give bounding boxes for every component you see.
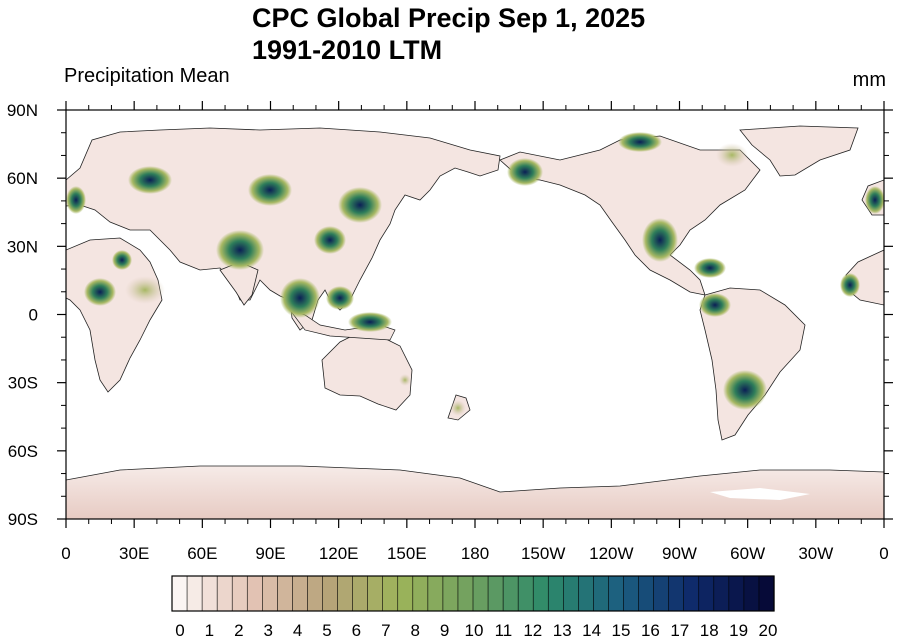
colorbar-swatch: [186, 575, 203, 612]
africa-landmass: [66, 237, 163, 393]
lat-label: 30S: [8, 374, 38, 393]
colorbar-swatch: [277, 575, 294, 612]
lon-label: 150W: [521, 544, 565, 563]
colorbar-label: 14: [582, 621, 601, 640]
colorbar-label: 1: [205, 621, 214, 640]
colorbar-swatch: [397, 575, 414, 612]
colorbar-label: 13: [553, 621, 572, 640]
colorbar-swatch: [487, 575, 504, 612]
colorbar-swatch: [623, 575, 640, 612]
colorbar-swatch: [442, 575, 459, 612]
colorbar-swatch: [382, 575, 399, 612]
lon-label: 120W: [589, 544, 633, 563]
lon-label: 0: [879, 544, 888, 563]
colorbar-swatch: [578, 575, 594, 612]
colorbar-label: 12: [523, 621, 542, 640]
lon-label: 60E: [187, 544, 217, 563]
lat-label: 0: [29, 306, 38, 325]
colorbar: 0 1 2 3 4 5 6 7 8 9 10 11 12 13 14 15 16 17 18 19 20: [171, 575, 778, 640]
lon-label: 0: [61, 544, 70, 563]
lat-label: 30N: [7, 237, 38, 256]
colorbar-swatch: [593, 575, 610, 612]
colorbar-swatch: [427, 575, 444, 612]
variable-label: Precipitation Mean: [64, 65, 230, 87]
lat-label: 60N: [7, 169, 38, 188]
colorbar-label: 8: [410, 621, 419, 640]
colorbar-label: 18: [700, 621, 719, 640]
colorbar-swatch: [683, 575, 700, 612]
lon-label: 30E: [119, 544, 149, 563]
lon-label: 150E: [387, 544, 427, 563]
colorbar-swatch: [322, 575, 339, 612]
colorbar-swatch: [562, 575, 579, 612]
colorbar-swatch: [292, 575, 309, 612]
colorbar-label: 6: [352, 621, 361, 640]
colorbar-label: 20: [759, 621, 778, 640]
land-masses: [66, 125, 884, 519]
lat-label: 60S: [8, 442, 38, 461]
colorbar-swatch: [337, 575, 354, 612]
colorbar-swatch: [261, 575, 278, 612]
colorbar-label: 11: [495, 621, 513, 640]
colorbar-label: 7: [381, 621, 390, 640]
colorbar-label: 16: [641, 621, 660, 640]
colorbar-label: 3: [263, 621, 272, 640]
colorbar-label: 0: [175, 621, 184, 640]
colorbar-swatch: [608, 575, 625, 612]
south-america-landmass: [699, 287, 806, 441]
colorbar-swatch: [698, 575, 715, 612]
colorbar-swatch: [216, 575, 233, 612]
colorbar-label: 15: [612, 621, 631, 640]
colorbar-label: 10: [465, 621, 484, 640]
colorbar-swatch: [457, 575, 474, 612]
colorbar-swatch: [472, 575, 489, 612]
colorbar-label: 17: [670, 621, 689, 640]
colorbar-swatch: [367, 575, 384, 612]
colorbar-swatch: [743, 575, 760, 612]
colorbar-label: 19: [729, 621, 748, 640]
colorbar-swatch: [412, 575, 429, 612]
colorbar-label: 4: [293, 621, 302, 640]
colorbar-swatch: [547, 575, 564, 612]
colorbar-swatch: [668, 575, 685, 612]
colorbar-swatch: [653, 575, 670, 612]
colorbar-swatch: [517, 575, 534, 612]
colorbar-label: 5: [322, 621, 331, 640]
lon-label: 120E: [319, 544, 359, 563]
lat-label: 90N: [7, 101, 38, 120]
precip-hotspots: [66, 132, 884, 416]
lon-label: 60W: [730, 544, 765, 563]
antarctica-landmass: [66, 465, 884, 519]
units-label: mm: [852, 69, 886, 91]
colorbar-swatch: [638, 575, 655, 612]
ross-ice-blank: [710, 488, 810, 500]
colorbar-swatch: [502, 575, 519, 612]
colorbar-swatch: [307, 575, 324, 612]
lon-label: 90E: [255, 544, 285, 563]
colorbar-swatch: [246, 575, 263, 612]
colorbar-swatch: [171, 575, 188, 612]
colorbar-label: 2: [234, 621, 243, 640]
greenland-landmass: [739, 125, 859, 177]
latitude-axis: 90N 60N 30N 0 30S 60S 90S: [7, 101, 893, 529]
colorbar-label: 9: [440, 621, 449, 640]
map-title-line1: CPC Global Precip Sep 1, 2025: [252, 3, 646, 33]
lon-label: 90W: [662, 544, 697, 563]
colorbar-swatch: [532, 575, 549, 612]
lon-label: 180: [461, 544, 489, 563]
colorbar-swatch: [728, 575, 745, 612]
colorbar-swatch: [231, 575, 248, 612]
longitude-axis: 0 30E 60E 90E 120E 150E 180 150W 120W 90W 60W 30W 0: [61, 101, 889, 563]
colorbar-swatch: [201, 575, 218, 612]
colorbar-swatch: [352, 575, 369, 612]
maritime-continent: [289, 309, 396, 341]
colorbar-frame: [171, 575, 775, 612]
lat-label: 90S: [8, 510, 38, 529]
map-title-line2: 1991-2010 LTM: [252, 35, 443, 65]
lon-label: 30W: [798, 544, 833, 563]
colorbar-swatch: [713, 575, 730, 612]
colorbar-swatch: [758, 575, 775, 612]
